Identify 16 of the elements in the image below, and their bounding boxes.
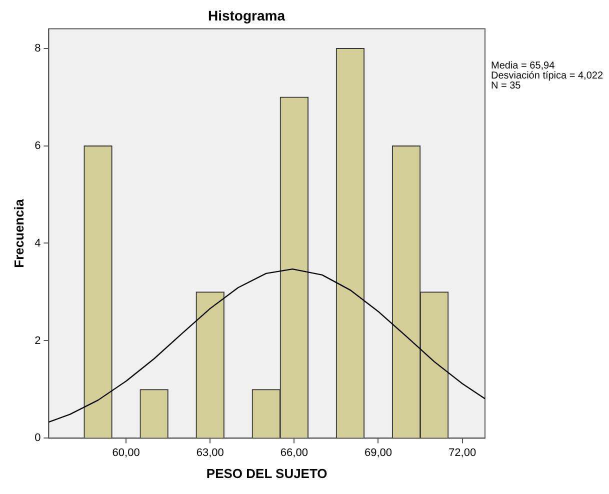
x-tick-label: 60,00	[112, 446, 140, 459]
text: Desviación típica = 4,022	[491, 70, 604, 82]
y-axis-title: Frecuencia	[11, 198, 26, 268]
text: N = 35	[491, 80, 522, 92]
x-tick-label: 72,00	[448, 446, 476, 459]
y-tick-label: 4	[34, 237, 41, 250]
x-axis-title: PESO DEL SUJETO	[206, 466, 328, 481]
x-tick-label: 63,00	[196, 446, 224, 459]
text: Media = 65,94	[491, 60, 556, 72]
y-tick-label: 0	[34, 432, 41, 444]
y-tick-label: 6	[34, 140, 41, 152]
y-tick-label: 8	[34, 42, 41, 54]
chart-title: Histograma	[208, 7, 286, 24]
x-tick-label: 66,00	[280, 446, 308, 459]
y-tick-label: 2	[34, 334, 41, 347]
x-tick-label: 69,00	[364, 446, 392, 459]
